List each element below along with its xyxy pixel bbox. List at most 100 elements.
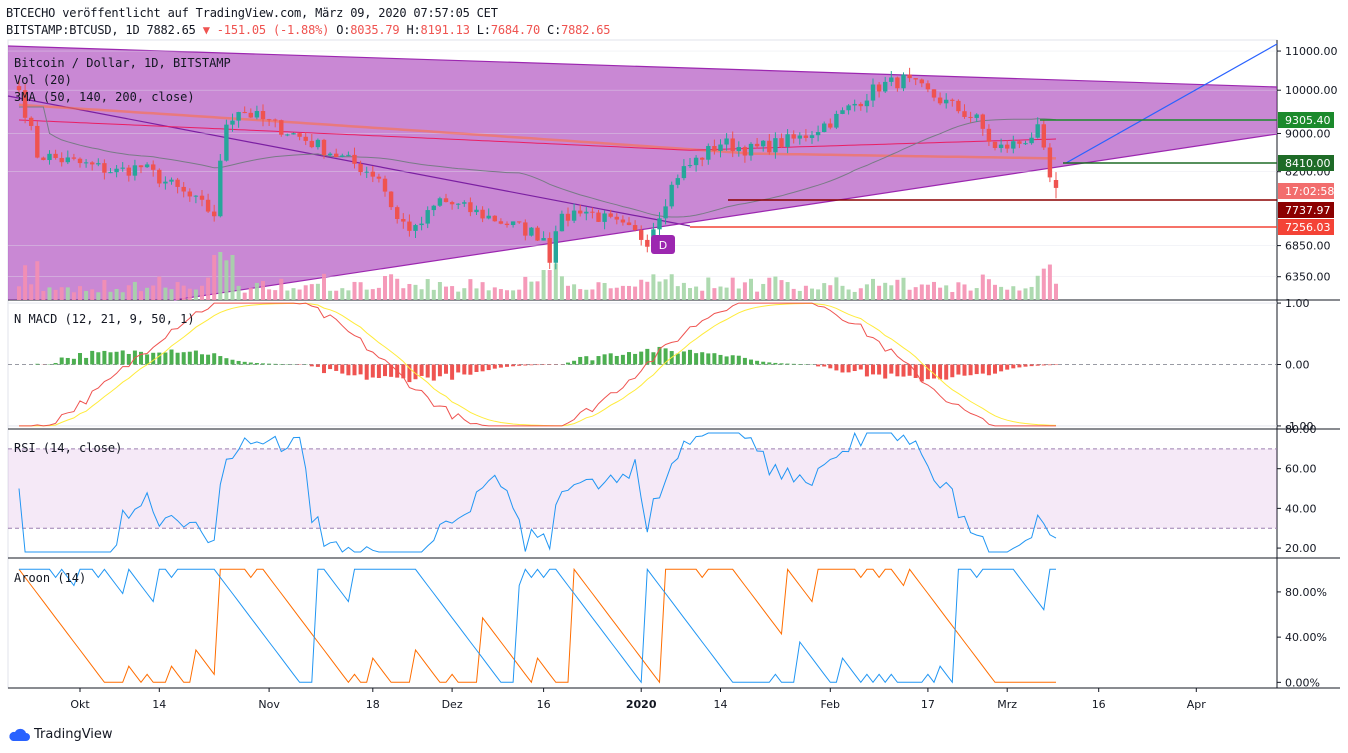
candle-body [187, 191, 192, 197]
macd-histogram-bar [328, 364, 333, 370]
candle [401, 213, 406, 229]
macd-histogram-bar [761, 361, 766, 365]
candle [517, 221, 522, 224]
macd-histogram-bar [858, 364, 863, 370]
candle-body [761, 140, 766, 147]
candle-body [474, 209, 479, 213]
candle-body [248, 112, 253, 118]
candle-body [242, 112, 247, 114]
candle [889, 71, 894, 87]
candle [260, 104, 266, 127]
candle [297, 133, 302, 141]
candle [108, 168, 113, 174]
candle [956, 99, 961, 114]
candle-body [1005, 144, 1010, 149]
macd-histogram-bar [1041, 364, 1046, 366]
aroon-down-line [19, 567, 1056, 684]
candle-body [565, 213, 571, 221]
candle [382, 175, 388, 197]
macd-tick-label: 0.00 [1285, 359, 1310, 372]
macd-histogram-bar [742, 357, 747, 365]
time-tick-label: 2020 [626, 698, 657, 711]
candle-body [852, 103, 857, 106]
macd-histogram-bar [261, 363, 265, 365]
candle-body [193, 195, 199, 197]
candle [407, 214, 412, 237]
macd-histogram-bar [608, 353, 613, 365]
volume-bar [96, 292, 101, 300]
candle [785, 129, 790, 154]
candle [535, 225, 540, 241]
candle [858, 102, 863, 111]
candle-body [736, 147, 741, 152]
volume-bar [309, 284, 314, 300]
macd-histogram-bar [578, 356, 583, 365]
candle [980, 113, 985, 136]
candle-body [492, 215, 497, 222]
candle [974, 113, 979, 123]
macd-line [19, 302, 1056, 427]
macd-histogram-bar [450, 364, 455, 380]
macd-histogram-bar [895, 364, 900, 377]
macd-histogram-bar [864, 364, 869, 377]
candle-body [1035, 124, 1040, 138]
candle [1047, 143, 1053, 183]
volume-bar [193, 289, 198, 300]
candle [22, 83, 28, 124]
macd-histogram-bar [193, 350, 198, 365]
macd-histogram-bar [663, 348, 668, 365]
macd-histogram-bar [767, 362, 772, 365]
time-tick-label: Dez [442, 698, 463, 711]
macd-histogram-bar [907, 364, 912, 376]
candle [852, 99, 857, 112]
price-tick-label: 9000.00 [1285, 127, 1331, 140]
volume-bar [736, 288, 741, 300]
volume-bar [242, 292, 247, 300]
volume-bar [864, 284, 869, 300]
candle-body [376, 176, 382, 179]
macd-histogram-bar [791, 363, 796, 365]
volume-bar [913, 287, 918, 300]
footer-brand-text: TradingView [34, 727, 113, 742]
candle-body [218, 160, 223, 217]
candle-body [358, 163, 363, 173]
volume-bar [340, 288, 345, 300]
triangle-lower-line [173, 133, 1278, 301]
volume-bar [41, 290, 46, 300]
macd-histogram-bar [749, 359, 753, 365]
candle [71, 153, 77, 161]
volume-bar [383, 275, 387, 300]
volume-bar [322, 273, 326, 300]
candle [645, 234, 650, 253]
macd-histogram-bar [206, 354, 211, 365]
candle [114, 164, 119, 178]
candle [492, 215, 497, 222]
volume-bar [803, 285, 808, 300]
candle-body [77, 158, 83, 164]
candle [291, 132, 296, 135]
candle-body [693, 157, 699, 166]
footer-brand[interactable]: TradingView [8, 727, 113, 742]
macd-histogram-bar [614, 355, 619, 365]
volume-bar [877, 285, 882, 300]
macd-histogram-bar [413, 364, 418, 380]
volume-bar [364, 289, 369, 300]
candle-body [303, 136, 308, 141]
volume-bar [627, 285, 631, 300]
candle [547, 232, 552, 269]
macd-histogram-bar [102, 350, 107, 365]
candle-body [535, 227, 540, 241]
candle [169, 177, 174, 185]
volume-bar [614, 287, 619, 300]
macd-histogram-bar [1005, 364, 1010, 370]
candle [132, 159, 138, 181]
volume-bar [297, 289, 302, 300]
macd-histogram-bar [938, 364, 943, 380]
macd-histogram-bar [675, 353, 680, 365]
rsi-pane [8, 431, 1277, 553]
candle [828, 118, 833, 130]
volume-bar [553, 263, 558, 300]
volume-bar [200, 285, 204, 300]
candle-body [620, 219, 626, 223]
